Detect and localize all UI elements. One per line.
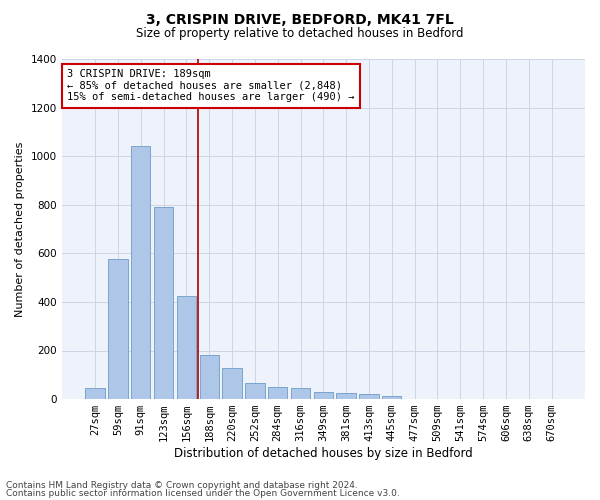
Bar	[85, 388, 105, 399]
X-axis label: Distribution of detached houses by size in Bedford: Distribution of detached houses by size …	[174, 447, 473, 460]
Bar	[268, 387, 287, 399]
Bar	[131, 146, 151, 399]
Bar	[223, 368, 242, 399]
Bar	[337, 392, 356, 399]
Bar	[291, 388, 310, 399]
Text: 3 CRISPIN DRIVE: 189sqm
← 85% of detached houses are smaller (2,848)
15% of semi: 3 CRISPIN DRIVE: 189sqm ← 85% of detache…	[67, 69, 355, 102]
Bar	[200, 356, 219, 399]
Text: Size of property relative to detached houses in Bedford: Size of property relative to detached ho…	[136, 28, 464, 40]
Bar	[245, 384, 265, 399]
Bar	[359, 394, 379, 399]
Y-axis label: Number of detached properties: Number of detached properties	[15, 142, 25, 316]
Text: Contains public sector information licensed under the Open Government Licence v3: Contains public sector information licen…	[6, 488, 400, 498]
Bar	[382, 396, 401, 399]
Bar	[154, 207, 173, 399]
Bar	[108, 260, 128, 399]
Text: Contains HM Land Registry data © Crown copyright and database right 2024.: Contains HM Land Registry data © Crown c…	[6, 481, 358, 490]
Text: 3, CRISPIN DRIVE, BEDFORD, MK41 7FL: 3, CRISPIN DRIVE, BEDFORD, MK41 7FL	[146, 12, 454, 26]
Bar	[177, 296, 196, 399]
Bar	[314, 392, 333, 399]
